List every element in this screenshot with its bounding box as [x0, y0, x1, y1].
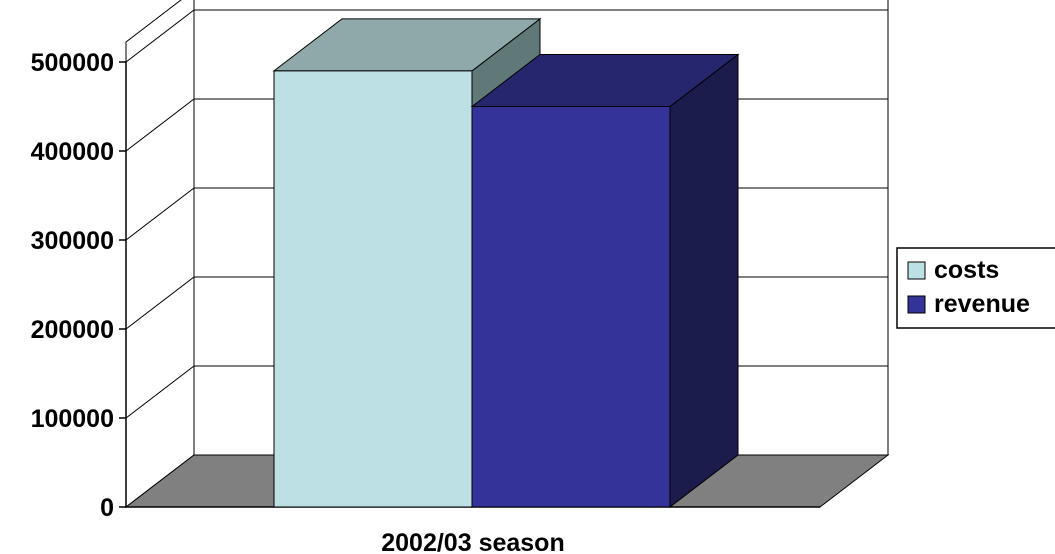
y-tick-label-200000: 200000 [31, 316, 114, 344]
bar-front-revenue [471, 106, 671, 508]
y-tick-label-0: 0 [100, 494, 114, 522]
gridline-500000 [125, 9, 888, 63]
legend-swatch-costs [907, 261, 926, 280]
legend-box [896, 247, 1055, 329]
legend: costs revenue [896, 247, 1055, 329]
legend-label-costs: costs [934, 256, 999, 284]
legend-label-revenue: revenue [934, 290, 1030, 318]
legend-swatch-revenue [907, 295, 926, 314]
x-category-label: 2002/03 season [381, 529, 564, 554]
bar-side-revenue [669, 53, 739, 509]
y-tick-label-500000: 500000 [31, 49, 114, 77]
side-wall [125, 0, 195, 509]
y-tick-labels: 0 100000 200000 300000 400000 500000 [31, 49, 114, 522]
y-tick-label-100000: 100000 [31, 405, 114, 433]
y-tick-label-300000: 300000 [31, 227, 114, 255]
bar-front-costs [273, 70, 473, 508]
bars [272, 17, 740, 509]
y-tick-label-400000: 400000 [31, 138, 114, 166]
bar-revenue [470, 53, 740, 509]
